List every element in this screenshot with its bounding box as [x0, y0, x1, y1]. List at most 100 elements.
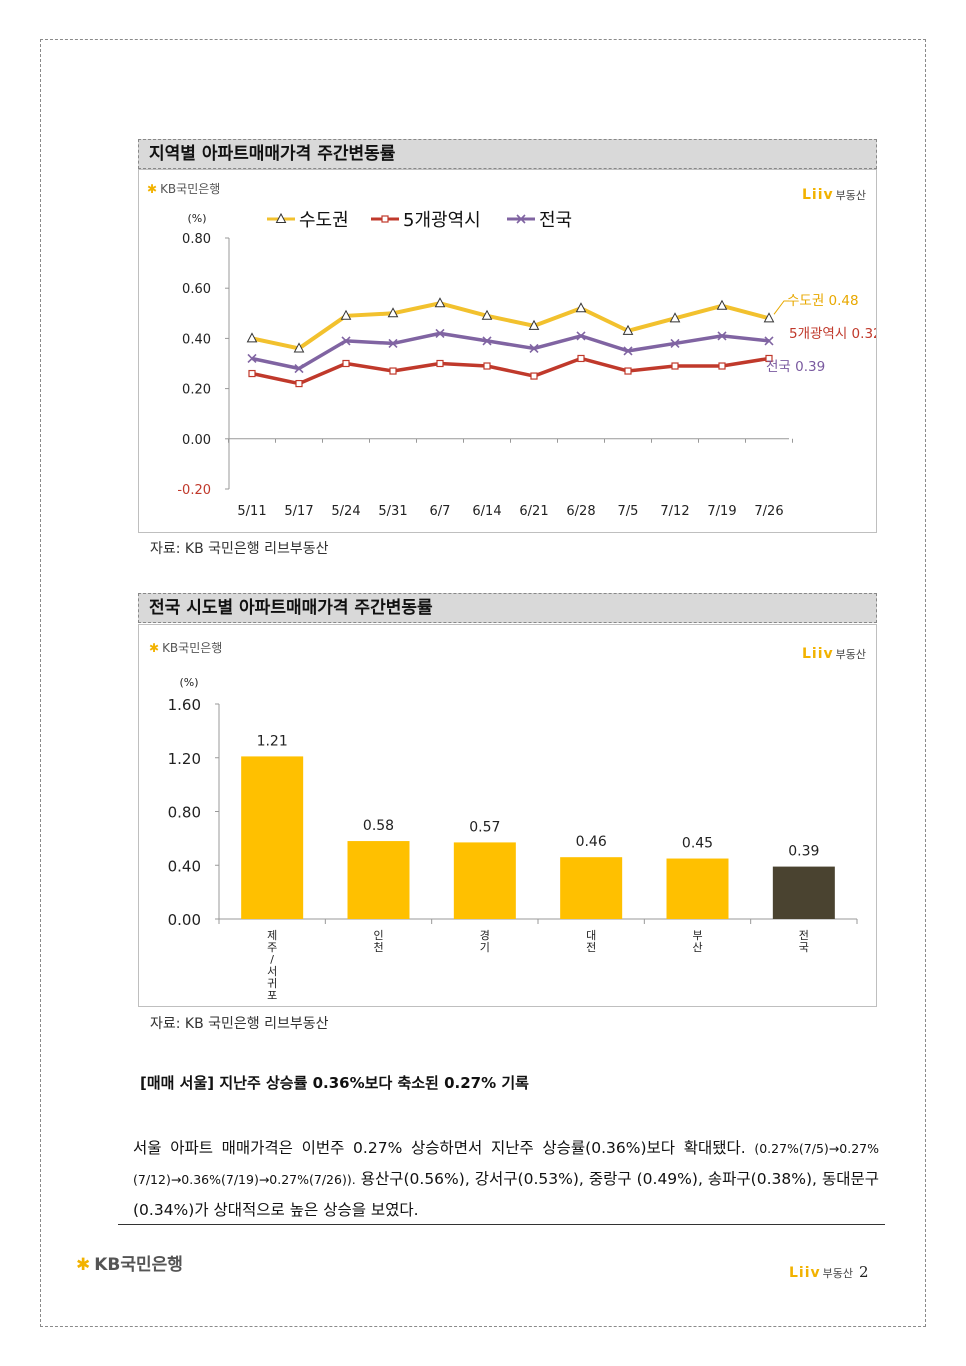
y-tick-label: 0.40 [182, 332, 211, 347]
data-point [436, 359, 444, 368]
data-point [764, 336, 774, 346]
data-point [248, 369, 256, 378]
legend-marker [275, 212, 287, 223]
bar [241, 756, 304, 919]
y-tick-label: 0.40 [168, 857, 201, 875]
body-paragraph: 서울 아파트 매매가격은 이번주 0.27% 상승하면서 지난주 상승률(0.3… [133, 1133, 879, 1226]
y-tick-label: 0.80 [168, 804, 201, 822]
data-point [295, 379, 303, 388]
y-tick-label: 0.20 [182, 383, 211, 398]
data-point [765, 354, 773, 363]
data-point [435, 328, 445, 338]
data-point [530, 372, 538, 380]
data-point [528, 319, 540, 330]
y-axis-unit: (%) [179, 676, 198, 689]
chart1-liiv-logo: Liiv 부동산 [801, 187, 866, 203]
kb-star-icon: ✱ [149, 641, 160, 655]
data-point [341, 336, 351, 346]
section-heading: [매매 서울] 지난주 상승률 0.36%보다 축소된 0.27% 기록 [140, 1074, 529, 1092]
y-axis-unit: (%) [187, 212, 206, 225]
data-point [482, 336, 492, 346]
kb-star-icon: ✱ [147, 182, 158, 196]
y-tick-label: -0.20 [177, 483, 211, 498]
data-point [670, 338, 680, 348]
series-3 [247, 328, 774, 374]
data-point [247, 353, 257, 364]
bar [772, 866, 835, 919]
footer-kb-logo: ✱ KB국민은행 [76, 1255, 183, 1275]
data-point [294, 363, 304, 374]
chart2-liiv-logo: Liiv 부동산 [801, 646, 866, 662]
data-point [576, 331, 586, 341]
data-point [481, 309, 493, 320]
footer-liiv-logo: Liiv 부동산 2 [789, 1263, 869, 1281]
y-tick-label: 1.60 [168, 696, 201, 714]
data-point [623, 346, 633, 356]
chart2-title: 전국 시도별 아파트매매가격 주간변동률 [138, 593, 877, 623]
page-border [40, 39, 926, 1327]
x-tick-label: 6/7 [430, 504, 451, 519]
x-category-label: 제 주 / 서 귀 포 [267, 929, 277, 1002]
chart2-bar-chart: 1.60 1.20 0.80 0.40 0.00 (%) 1.21 제 주 / 서 귀 포 0.58 인 천 0… [168, 676, 858, 1002]
bar-value-label: 0.58 [363, 818, 394, 834]
data-point [622, 324, 634, 335]
body-trend-series: (0.27%(7/5)→0.27%(7/12)→0.36%(7/19)→0.27… [133, 1141, 879, 1187]
series-2 [248, 354, 773, 388]
y-tick-label: 0.00 [168, 911, 201, 929]
x-tick-label: 5/11 [237, 504, 266, 519]
data-point [575, 302, 587, 313]
body-district-list: 용산구(0.56%), 강서구(0.53%), 중랑구 (0.49%), 송파구… [133, 1170, 879, 1219]
data-point [293, 342, 305, 353]
data-point [671, 362, 679, 370]
x-tick-label: 5/17 [284, 504, 313, 519]
data-point [340, 309, 352, 320]
chart1-title: 지역별 아파트매매가격 주간변동률 [138, 139, 877, 169]
bar [560, 857, 623, 919]
chart1-panel: ✱ KB국민은행 Liiv 부동산 0.80 0.60 0.40 0.20 0.00 -0.2… [138, 169, 877, 533]
legend-marker [516, 214, 526, 224]
x-tick-label: 6/28 [566, 504, 595, 519]
bar [347, 841, 410, 919]
y-tick-label: 0.00 [182, 433, 211, 448]
x-tick-label: 7/19 [707, 504, 736, 519]
series-end-label: 5개광역시 0.32 [789, 326, 876, 342]
data-point [763, 312, 775, 323]
bar-value-label: 0.46 [576, 834, 607, 850]
y-tick-label: 0.80 [182, 232, 211, 247]
legend-marker [381, 215, 389, 223]
bar-value-label: 0.39 [788, 844, 819, 860]
end-label-leader [773, 300, 789, 315]
data-point [577, 354, 585, 363]
x-tick-label: 6/14 [472, 504, 501, 519]
page-number: 2 [859, 1263, 869, 1281]
data-point [483, 362, 491, 370]
data-point [387, 307, 399, 318]
data-point [624, 367, 632, 375]
series-line [251, 331, 770, 371]
y-tick-label: 1.20 [168, 750, 201, 768]
data-point [246, 332, 258, 343]
x-tick-label: 6/21 [519, 504, 548, 519]
chart2-panel: ✱ KB국민은행 Liiv 부동산 1.60 1.20 0.80 0.40 0.00 (%) 1… [138, 624, 877, 1007]
bar-value-label: 0.57 [469, 819, 500, 835]
bar-value-label: 0.45 [682, 836, 713, 852]
chart1-kb-logo: ✱ KB국민은행 [147, 182, 221, 196]
x-tick-label: 7/26 [754, 504, 783, 519]
data-point [388, 338, 398, 348]
data-point [669, 312, 681, 323]
bar-value-label: 1.21 [257, 733, 288, 749]
series-end-label: 전국 0.39 [766, 359, 825, 375]
legend-label: 5개광역시 [403, 210, 481, 231]
x-tick-label: 5/24 [331, 504, 360, 519]
legend-label: 전국 [539, 210, 572, 231]
data-point [529, 343, 539, 354]
x-tick-label: 7/5 [618, 504, 639, 519]
chart2-source: 자료: KB 국민은행 리브부동산 [150, 1016, 329, 1032]
x-tick-label: 7/12 [660, 504, 689, 519]
series-line [251, 356, 770, 386]
